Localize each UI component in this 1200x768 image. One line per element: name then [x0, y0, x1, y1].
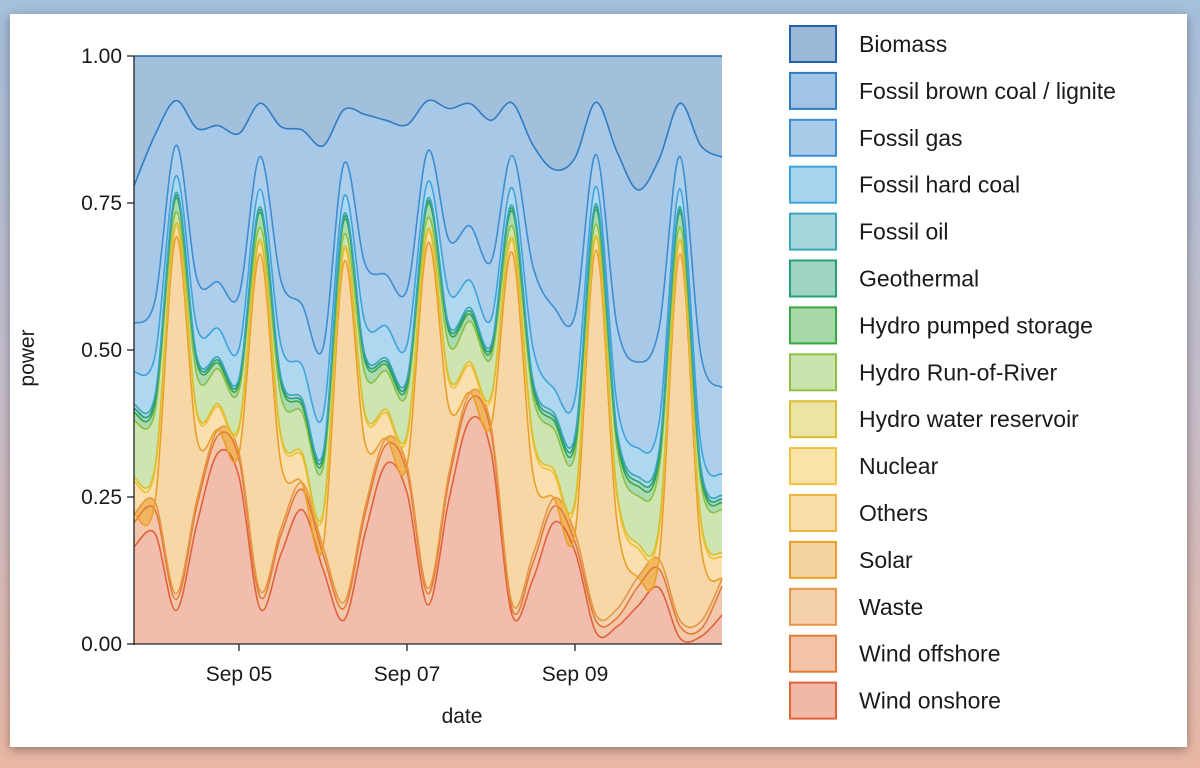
legend-label: Others [859, 500, 928, 526]
legend-label: Waste [859, 594, 923, 620]
legend-swatch [789, 540, 837, 579]
legend-item-fossil-brown-coal-lignite: Fossil brown coal / lignite [789, 71, 1116, 110]
legend-label: Fossil hard coal [859, 172, 1020, 198]
legend-label: Hydro Run-of-River [859, 359, 1057, 385]
legend-item-fossil-hard-coal: Fossil hard coal [789, 165, 1020, 204]
legend-label: Hydro water reservoir [859, 406, 1079, 432]
legend-item-wind-offshore: Wind offshore [789, 634, 1000, 673]
line-hydro-water-reservoir [133, 222, 723, 557]
area-fossil-hard-coal [134, 175, 722, 499]
line-fossil-hard-coal [133, 174, 723, 477]
y-tick-label: 0.75 [81, 192, 122, 215]
legend-label: Nuclear [859, 453, 939, 479]
legend-swatch [789, 306, 837, 345]
legend-swatch [789, 71, 837, 110]
legend-item-biomass: Biomass [789, 25, 947, 63]
line-fossil-oil [133, 191, 723, 500]
area-solar [134, 236, 722, 628]
x-tick-label: Sep 07 [374, 663, 441, 686]
area-hydro-run-of-river [134, 211, 722, 557]
legend-label: Biomass [859, 31, 947, 57]
line-fossil-gas [133, 144, 723, 389]
line-hydro-pumped-storage [133, 197, 723, 507]
line-wind-offshore [133, 395, 723, 635]
line-nuclear [133, 225, 723, 562]
legend-label: Wind onshore [859, 688, 1001, 714]
series-lines [133, 55, 723, 643]
legend-swatch [789, 400, 837, 439]
legend-item-hydro-run-of-river: Hydro Run-of-River [789, 353, 1057, 392]
legend-item-waste: Waste [789, 587, 923, 626]
y-axis-label: power [16, 329, 39, 386]
legend-swatch [789, 118, 837, 157]
area-fossil-brown-coal-lignite [134, 100, 722, 388]
legend-item-solar: Solar [789, 540, 913, 579]
legend-label: Fossil gas [859, 125, 963, 151]
area-layers [134, 56, 722, 644]
area-wind-onshore [134, 416, 722, 644]
legend-item-fossil-gas: Fossil gas [789, 118, 963, 157]
legend-swatch [789, 494, 837, 532]
legend-label: Hydro pumped storage [859, 312, 1093, 338]
legend-swatch [789, 587, 837, 626]
line-hydro-run-of-river [133, 211, 723, 514]
legend-swatch [789, 165, 837, 204]
axes: 0.00 0.25 0.50 0.75 1.00 Sep 05 Sep 07 Sep 09 da… [16, 45, 722, 728]
y-tick-label: 1.00 [81, 45, 122, 68]
legend-swatch [789, 353, 837, 392]
line-solar [133, 236, 723, 592]
legend-item-geothermal: Geothermal [789, 259, 979, 298]
legend-swatch [789, 634, 837, 673]
y-tick-label: 0.25 [81, 486, 122, 509]
legend-item-others: Others [789, 494, 928, 532]
legend-label: Wind offshore [859, 641, 1000, 667]
y-tick-label: 0.00 [81, 633, 122, 656]
x-axis-label: date [442, 705, 483, 728]
chart-card: 0.00 0.25 0.50 0.75 1.00 Sep 05 Sep 07 Sep 09 da… [10, 14, 1187, 747]
stacked-area-chart: 0.00 0.25 0.50 0.75 1.00 Sep 05 Sep 07 Sep 09 da… [16, 25, 1116, 728]
x-tick-label: Sep 05 [206, 663, 273, 686]
x-tick-label: Sep 09 [542, 663, 609, 686]
line-fossil-brown-coal-lignite [133, 99, 723, 191]
legend-label: Fossil oil [859, 219, 948, 245]
legend-item-nuclear: Nuclear [789, 447, 939, 486]
legend-label: Geothermal [859, 266, 979, 292]
legend-swatch [789, 212, 837, 251]
legend-item-hydro-pumped-storage: Hydro pumped storage [789, 306, 1093, 345]
legend-label: Fossil brown coal / lignite [859, 78, 1116, 104]
legend-item-hydro-water-reservoir: Hydro water reservoir [789, 400, 1079, 439]
legend-swatch [789, 681, 837, 720]
legend-label: Solar [859, 547, 913, 573]
legend: Biomass Fossil brown coal / lignite Fossil… [789, 25, 1116, 720]
legend-swatch [789, 25, 837, 63]
y-tick-label: 0.50 [81, 339, 122, 362]
legend-item-fossil-oil: Fossil oil [789, 212, 948, 251]
line-geothermal [133, 194, 723, 503]
legend-swatch [789, 259, 837, 298]
legend-item-wind-onshore: Wind onshore [789, 681, 1001, 720]
area-fossil-gas [134, 145, 722, 477]
legend-swatch [789, 447, 837, 486]
